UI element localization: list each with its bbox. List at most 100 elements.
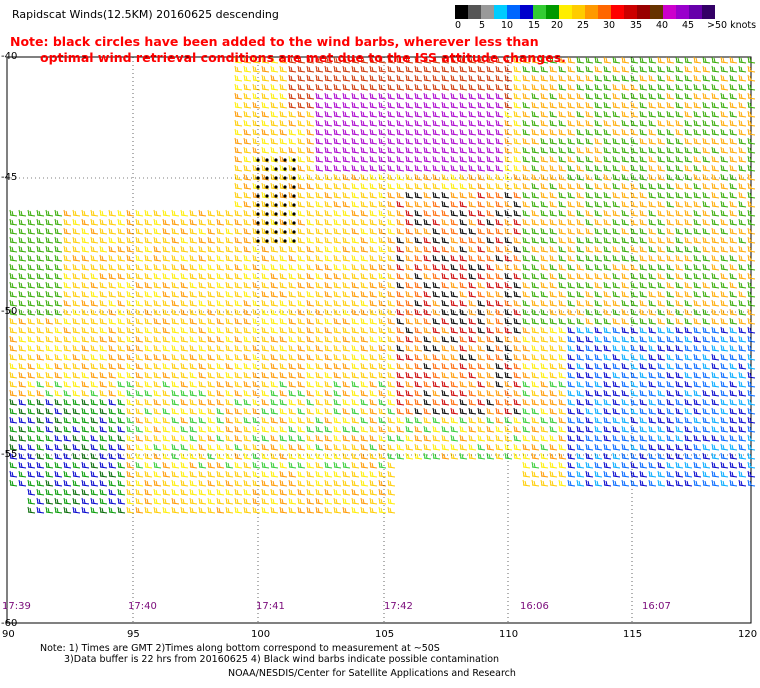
- wind-barb: [657, 191, 666, 199]
- wind-barb: [297, 353, 306, 361]
- wind-barb: [513, 56, 522, 64]
- wind-barb: [567, 470, 576, 478]
- wind-barb: [342, 65, 351, 73]
- wind-barb: [711, 65, 720, 73]
- wind-barb: [477, 236, 486, 244]
- wind-barb: [702, 434, 711, 442]
- wind-barb: [288, 461, 297, 469]
- wind-barb: [180, 506, 189, 514]
- wind-barb: [612, 182, 621, 190]
- wind-barb: [729, 461, 738, 469]
- wind-barb: [324, 371, 333, 379]
- wind-barb: [639, 308, 648, 316]
- wind-barb: [234, 389, 243, 397]
- wind-barb: [333, 200, 342, 208]
- wind-barb: [63, 470, 72, 478]
- wind-barb: [351, 344, 360, 352]
- wind-barb: [585, 317, 594, 325]
- wind-barb: [72, 371, 81, 379]
- wind-barb: [81, 434, 90, 442]
- wind-barb: [423, 308, 432, 316]
- wind-barb: [630, 218, 639, 226]
- wind-barb: [36, 398, 45, 406]
- wind-barb: [549, 407, 558, 415]
- wind-barb: [711, 254, 720, 262]
- wind-barb: [333, 344, 342, 352]
- wind-barb: [522, 164, 531, 172]
- wind-barb: [414, 344, 423, 352]
- wind-barb: [207, 407, 216, 415]
- wind-barb: [99, 227, 108, 235]
- wind-barb: [180, 443, 189, 451]
- wind-barb: [288, 173, 297, 181]
- wind-barb: [612, 245, 621, 253]
- wind-barb: [396, 299, 405, 307]
- wind-barb: [360, 245, 369, 253]
- wind-barb: [414, 146, 423, 154]
- wind-barb: [234, 299, 243, 307]
- wind-barb: [297, 362, 306, 370]
- wind-barb: [72, 209, 81, 217]
- wind-barb: [405, 299, 414, 307]
- wind-barb: [306, 263, 315, 271]
- wind-barb: [468, 380, 477, 388]
- wind-barb: [99, 416, 108, 424]
- wind-barb: [738, 227, 747, 235]
- wind-barb: [603, 434, 612, 442]
- wind-barb: [90, 389, 99, 397]
- wind-barb: [630, 137, 639, 145]
- wind-barb: [693, 299, 702, 307]
- wind-barb: [558, 380, 567, 388]
- wind-barb: [153, 443, 162, 451]
- wind-barb: [369, 146, 378, 154]
- wind-barb: [477, 344, 486, 352]
- wind-barb: [684, 56, 693, 64]
- wind-barb: [621, 290, 630, 298]
- wind-barb: [378, 191, 387, 199]
- wind-barb: [477, 245, 486, 253]
- wind-barb: [585, 236, 594, 244]
- wind-barb: [387, 479, 396, 487]
- wind-barb: [378, 443, 387, 451]
- wind-barb: [720, 317, 729, 325]
- wind-barb: [747, 155, 756, 163]
- wind-barb: [558, 74, 567, 82]
- wind-barb: [81, 362, 90, 370]
- wind-barb: [108, 353, 117, 361]
- wind-barb: [621, 245, 630, 253]
- wind-barb: [288, 488, 297, 496]
- wind-barb: [72, 488, 81, 496]
- wind-barb: [297, 173, 306, 181]
- wind-barb: [504, 272, 513, 280]
- wind-barb: [675, 443, 684, 451]
- wind-barb: [63, 362, 72, 370]
- wind-barb: [378, 425, 387, 433]
- wind-barb: [117, 398, 126, 406]
- wind-barb: [747, 281, 756, 289]
- wind-barb: [738, 290, 747, 298]
- wind-barb: [711, 74, 720, 82]
- wind-barb: [558, 362, 567, 370]
- wind-barb: [72, 326, 81, 334]
- wind-barb: [522, 182, 531, 190]
- wind-barb: [153, 263, 162, 271]
- wind-barb: [657, 443, 666, 451]
- wind-barb: [387, 200, 396, 208]
- wind-barb: [729, 218, 738, 226]
- wind-barb: [693, 65, 702, 73]
- wind-barb: [477, 371, 486, 379]
- wind-barb: [261, 155, 270, 163]
- wind-barb: [198, 434, 207, 442]
- wind-barb: [567, 416, 576, 424]
- wind-barb: [468, 146, 477, 154]
- wind-barb: [720, 65, 729, 73]
- wind-barb: [153, 245, 162, 253]
- wind-barb: [666, 263, 675, 271]
- wind-barb: [711, 398, 720, 406]
- wind-barb: [360, 344, 369, 352]
- wind-barb: [684, 272, 693, 280]
- wind-barb: [117, 335, 126, 343]
- wind-barb: [225, 236, 234, 244]
- wind-barb: [666, 83, 675, 91]
- wind-barb: [324, 128, 333, 136]
